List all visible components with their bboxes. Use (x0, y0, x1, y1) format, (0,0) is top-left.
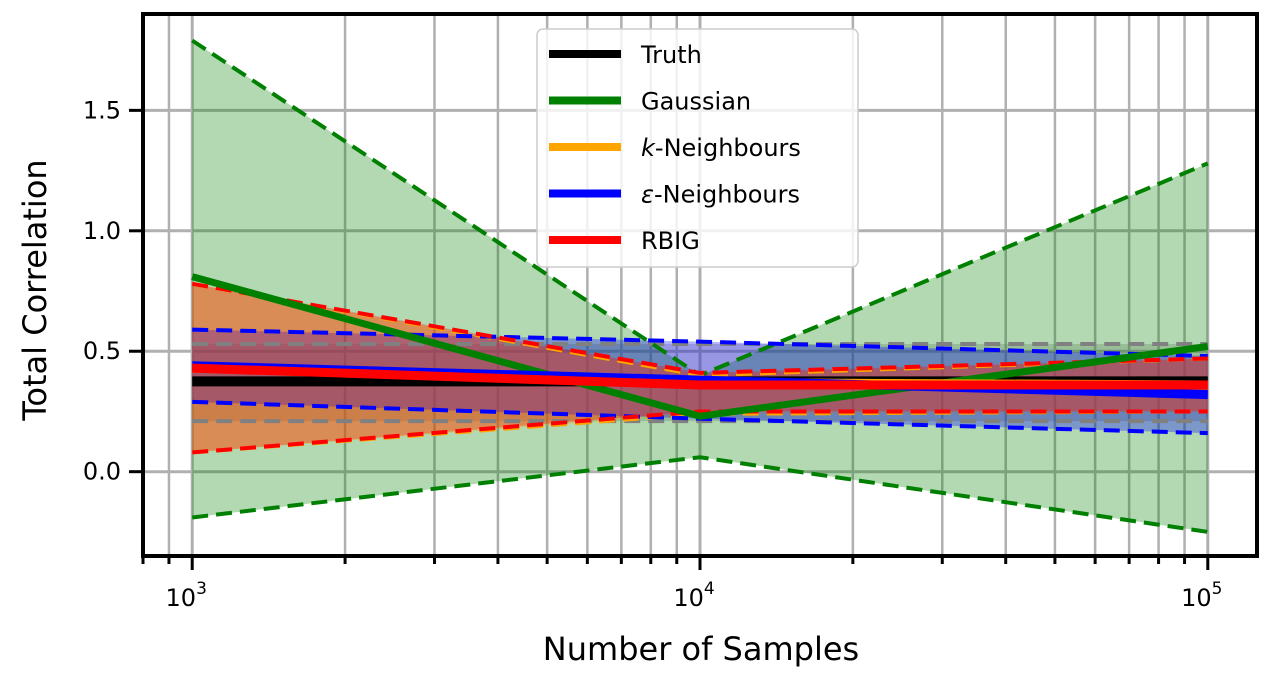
gaussianlower-bound (191, 455, 1209, 534)
-neighboursupper-bound (192, 327, 1208, 359)
axis-ticks: 0.0 0.5 1.0 1.5 103 104 105 (83, 96, 1223, 612)
legend-label: k-Neighbours (641, 134, 801, 162)
rbigupper-bound (191, 281, 1208, 375)
y-tick-label: 0.5 (83, 337, 121, 365)
y-tick-label: 1.0 (83, 217, 121, 245)
x-tick-label: 105 (1181, 579, 1222, 612)
legend-box (536, 28, 859, 268)
y-axis-label: Total Correlation (16, 159, 54, 421)
series-lines (191, 273, 1209, 420)
x-tick-label: 103 (166, 579, 207, 612)
x-tick-label: 104 (673, 579, 714, 612)
legend-label: Gaussian (641, 88, 751, 116)
legend-label: ε-Neighbours (641, 181, 800, 209)
legend: Truth Gaussian k-Neighbours ε-Neighbours RBI… (536, 28, 859, 268)
y-tick-label: 0.0 (83, 458, 121, 486)
legend-label: Truth (640, 41, 702, 69)
y-tick-label: 1.5 (83, 96, 121, 124)
gaussianline (191, 273, 1209, 420)
rbigline (192, 363, 1208, 390)
rbiglower-bound (192, 409, 1208, 455)
legend-label: RBIG (641, 227, 700, 255)
x-axis-label: Number of Samples (543, 630, 859, 668)
